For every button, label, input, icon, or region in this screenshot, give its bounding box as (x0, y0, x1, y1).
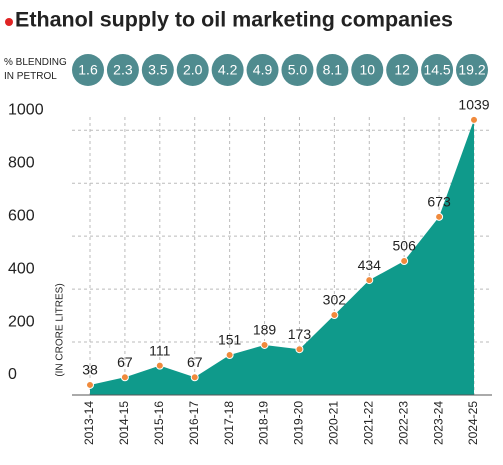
blending-badge (421, 54, 454, 86)
area (90, 119, 474, 395)
blending-badge (246, 54, 279, 86)
data-label: 111 (149, 342, 170, 358)
blending-label: % BLENDING IN PETROL (4, 57, 67, 82)
blending-value: 14.5 (423, 62, 450, 78)
blending-value: 8.1 (323, 62, 343, 78)
point (120, 373, 129, 382)
point (225, 351, 234, 360)
title-dot (5, 18, 13, 26)
y-tick-label: 800 (8, 154, 35, 171)
point (435, 212, 444, 221)
y-axis-label: (IN CRORE LITRES) (55, 283, 66, 376)
x-tick-label: 2022-23 (396, 401, 410, 445)
blending-badge (386, 54, 419, 86)
blending-badge (176, 54, 209, 86)
blending-value: 4.2 (218, 62, 238, 78)
blending-badge (72, 54, 104, 86)
blending-badge (211, 54, 244, 86)
blending-badge (351, 54, 384, 86)
x-tick-label: 2015-16 (152, 401, 166, 445)
point (190, 373, 199, 382)
y-tick-label: 600 (8, 207, 35, 224)
data-label: 189 (253, 322, 277, 338)
x-tick-label: 2024-25 (466, 401, 480, 445)
blending-value: 3.5 (148, 62, 168, 78)
x-tick-label: 2020-21 (327, 401, 341, 445)
y-tick-label: 400 (8, 260, 35, 277)
x-tick-label: 2013-14 (82, 401, 96, 445)
y-tick-label: 200 (8, 313, 35, 330)
chart-title: Ethanol supply to oil marketing companie… (15, 9, 453, 32)
x-tick-label: 2014-15 (117, 401, 131, 445)
x-tick-label: 2017-18 (222, 401, 236, 445)
blending-value: 12 (394, 62, 410, 78)
blending-value: 2.3 (113, 62, 133, 78)
point (330, 311, 339, 320)
y-tick-label: 1000 (8, 101, 44, 118)
blending-value: 1.6 (78, 62, 98, 78)
data-label: 151 (218, 332, 242, 348)
point (260, 340, 269, 349)
blending-value: 10 (359, 62, 375, 78)
x-tick-label: 2016-17 (187, 401, 201, 445)
blending-badge (106, 54, 139, 86)
blending-value: 19.2 (458, 62, 485, 78)
data-label: 38 (82, 362, 98, 378)
blending-value: 4.9 (253, 62, 273, 78)
point (365, 276, 374, 285)
point (155, 361, 164, 370)
point (400, 257, 409, 266)
point (86, 380, 94, 389)
blending-label-box: % BLENDING IN PETROL (4, 57, 67, 82)
x-tick-label: 2019-20 (292, 401, 306, 445)
point (470, 115, 478, 124)
blending-value: 2.0 (183, 62, 203, 78)
x-tick-label: 2018-19 (257, 401, 271, 445)
blending-value: 5.0 (288, 62, 308, 78)
blending-badge (456, 54, 488, 86)
point (295, 345, 304, 354)
blending-badge (281, 54, 314, 86)
data-label: 673 (427, 194, 451, 210)
blending-badge (141, 54, 174, 86)
data-label: 1039 (458, 97, 489, 113)
data-label: 434 (358, 257, 382, 273)
y-tick-label: 0 (8, 366, 17, 383)
data-label: 67 (187, 354, 203, 370)
data-label: 302 (323, 292, 347, 308)
data-label: 67 (117, 354, 133, 370)
data-label: 173 (288, 326, 312, 342)
data-label: 506 (393, 238, 417, 254)
x-tick-label: 2021-22 (361, 401, 375, 445)
x-tick-label: 2023-24 (431, 401, 445, 445)
blending-badge (316, 54, 349, 86)
